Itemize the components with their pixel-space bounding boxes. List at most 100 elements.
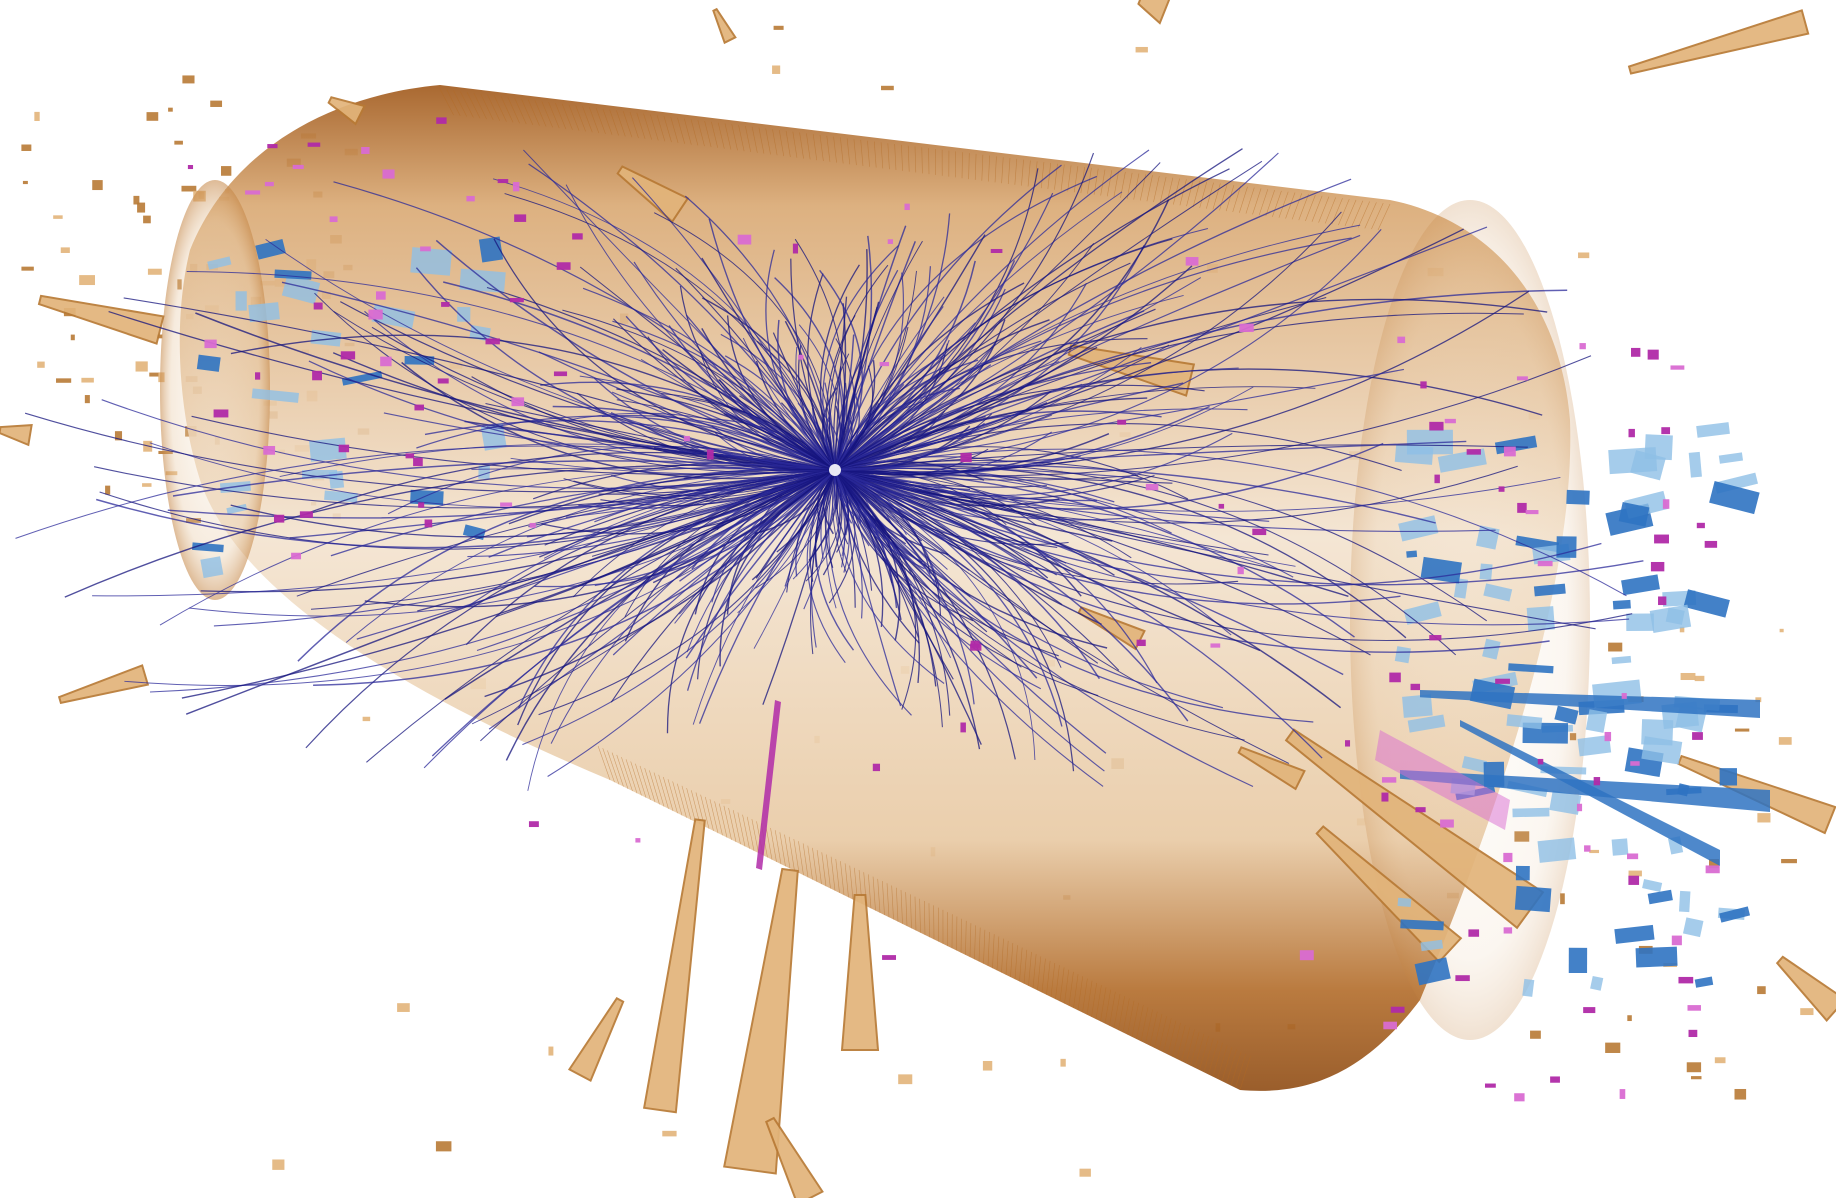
detector-hit <box>1692 732 1703 740</box>
particle-track <box>616 399 836 471</box>
barrel-hatch-line <box>1028 951 1032 986</box>
debris-box <box>1690 1076 1702 1080</box>
detector-hit <box>1252 528 1267 536</box>
debris-box <box>1060 1058 1066 1067</box>
particle-track <box>803 469 836 610</box>
detector-hit <box>437 378 449 384</box>
detector-hit <box>529 522 536 528</box>
barrel-hatch-line <box>690 119 699 146</box>
barrel-hatch-line <box>709 799 719 834</box>
detector-hit <box>1584 845 1591 852</box>
muon-chamber-block <box>281 274 321 305</box>
detector-hit <box>1381 792 1389 802</box>
detector-hits <box>187 117 1720 1102</box>
muon-chamber-block <box>200 556 224 579</box>
barrel-hatch-line <box>686 787 696 823</box>
muon-chamber-block <box>251 388 299 403</box>
barrel-hatch-line <box>1104 989 1111 1024</box>
barrel-hatch-line <box>758 127 765 154</box>
particle-track <box>610 411 836 471</box>
detector-hit <box>1440 819 1454 828</box>
barrel-hatch-line <box>745 125 752 153</box>
barrel-hatch-line <box>602 108 613 135</box>
barrel-hatch-line <box>568 104 580 131</box>
detector-hit <box>1704 540 1718 548</box>
barrel-hatch-line <box>812 847 818 882</box>
particle-track <box>824 382 836 471</box>
barrel-hatch-line <box>816 850 822 885</box>
detector-hit <box>970 640 980 648</box>
barrel-hatch-line <box>1225 185 1235 212</box>
barrel-hatch-line <box>1113 993 1121 1029</box>
barrel-hatch-line <box>802 843 809 878</box>
barrel-hatch-line <box>616 754 629 789</box>
barrel-hatch-line <box>514 97 527 125</box>
muon-chamber-block <box>310 329 342 347</box>
detector-hit <box>1503 852 1513 863</box>
barrel-hatch-line <box>1265 189 1275 217</box>
detector-hit <box>1429 421 1444 431</box>
barrel-hatch-line <box>887 143 890 170</box>
muon-chamber-block <box>235 291 247 311</box>
barrel-hatch-line <box>1377 203 1391 231</box>
particle-track <box>834 382 1184 471</box>
barrel-hatch-line <box>924 900 926 936</box>
muon-chamber-block <box>1514 885 1552 913</box>
muon-chamber-block <box>196 354 221 372</box>
barrel-hatch-line <box>1208 1040 1219 1075</box>
particle-track <box>834 301 880 471</box>
detector-hit <box>1514 1093 1525 1102</box>
barrel-hatch-line <box>1021 159 1024 186</box>
muon-chamber-block <box>480 423 507 451</box>
debris-box <box>1560 893 1565 905</box>
particle-track <box>834 469 1630 626</box>
detector-hit <box>245 190 261 195</box>
particle-track <box>833 469 945 684</box>
barrel-hatch-line <box>653 772 665 807</box>
muon-chamber-block <box>1577 735 1612 757</box>
barrel-hatch-line <box>630 761 642 796</box>
muon-chamber-block <box>1618 501 1650 527</box>
barrel-hatch-line <box>723 805 732 840</box>
particle-track <box>834 459 1488 622</box>
particle-track <box>544 469 836 546</box>
debris-box <box>1679 626 1685 633</box>
particle-track <box>834 238 1173 471</box>
particle-track <box>486 286 836 471</box>
barrel-hatch-line <box>1159 176 1167 203</box>
detector-hit <box>1619 1089 1626 1099</box>
particle-track <box>834 469 1270 522</box>
particle-track <box>834 178 1352 471</box>
detector-hit <box>1444 418 1456 424</box>
barrel-hatch-line <box>738 125 745 152</box>
barrel-hatch-line <box>1106 170 1113 197</box>
barrel-hatch-line <box>1166 177 1174 204</box>
barrel-hatch-line <box>1113 171 1119 198</box>
detector-hit <box>292 164 304 170</box>
detector-hit <box>1593 777 1601 786</box>
particle-track <box>834 469 902 621</box>
barrel-hatch-line <box>446 89 461 116</box>
detector-hit <box>1671 935 1682 946</box>
debris-box <box>1800 1008 1814 1016</box>
barrel-hatch-line <box>914 896 917 931</box>
barrel-hatch-line <box>663 776 674 812</box>
detector-hit <box>737 234 752 245</box>
particle-track <box>582 287 836 471</box>
detector-hit <box>1299 950 1314 961</box>
muon-chamber-block <box>1612 599 1631 610</box>
barrel-hatch-line <box>1010 943 1014 978</box>
muon-chamber-block <box>1649 604 1692 634</box>
particle-track <box>834 306 944 471</box>
barrel-hatch-line <box>983 929 986 964</box>
detector-hit <box>264 181 274 187</box>
barrel-hatch-line <box>466 92 481 119</box>
particle-track <box>834 463 1457 656</box>
detector-hit <box>414 404 424 411</box>
barrel-hatch-line <box>765 128 771 155</box>
barrel-hatch-line <box>1095 985 1102 1020</box>
particle-track <box>485 402 836 471</box>
particle-track <box>191 415 836 475</box>
muon-chamber-block <box>1688 451 1702 478</box>
detector-hit <box>1383 1021 1397 1030</box>
